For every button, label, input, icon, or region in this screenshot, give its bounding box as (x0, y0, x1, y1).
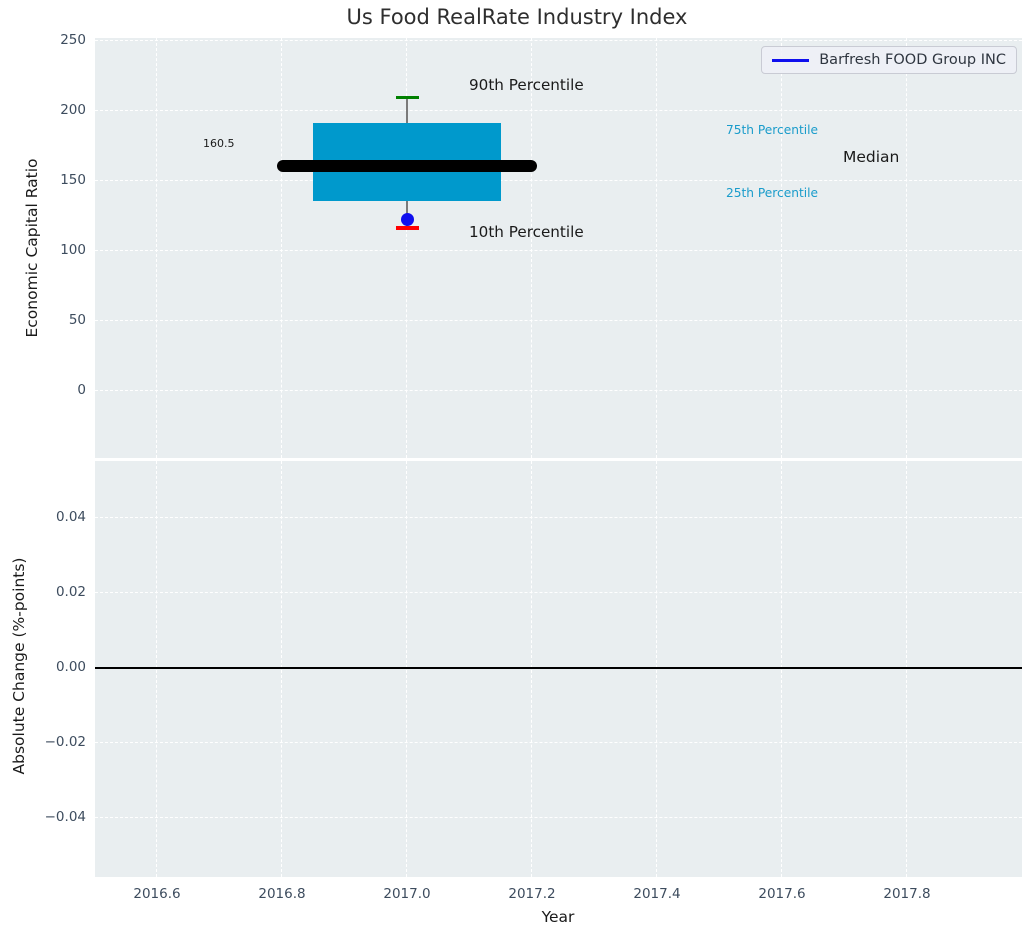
gridline-vertical (156, 38, 157, 458)
gridline-vertical (906, 38, 907, 458)
legend-label: Barfresh FOOD Group INC (819, 52, 1006, 68)
company-point-marker (400, 213, 414, 227)
x-tick-label: 2017.8 (883, 886, 931, 902)
annotation-25th-percentile: 25th Percentile (726, 186, 819, 200)
gridline-horizontal (95, 40, 1022, 41)
top-y-axis-label: Economic Capital Ratio (23, 158, 41, 338)
gridline-horizontal (95, 319, 1022, 321)
bottom-plot-area (95, 461, 1022, 877)
zero-line (95, 667, 1022, 669)
annotation-75th-percentile: 75th Percentile (726, 123, 819, 137)
x-tick-label: 2017.6 (758, 886, 806, 902)
gridline-vertical (406, 461, 407, 877)
y-tick-label: 0.04 (55, 509, 86, 525)
annotation-median: Median (843, 148, 900, 166)
gridline-vertical (281, 38, 282, 458)
y-tick-label: 150 (60, 171, 86, 188)
gridline-horizontal (95, 389, 1022, 391)
gridline-horizontal (95, 179, 1022, 181)
y-tick-label: 250 (60, 32, 86, 48)
top-plot-area: 90th Percentile 75th Percentile Median 2… (95, 38, 1022, 458)
p90-cap (395, 95, 419, 100)
x-axis-label: Year (541, 908, 575, 926)
annotation-median-value: 160.5 (203, 137, 235, 150)
chart-title: Us Food RealRate Industry Index (346, 5, 688, 29)
gridline-vertical (906, 461, 907, 877)
legend-line-sample (772, 58, 810, 62)
gridline-vertical (656, 38, 657, 458)
annotation-90th-percentile: 90th Percentile (469, 76, 584, 94)
gridline-vertical (531, 461, 532, 877)
x-tick-label: 2016.6 (133, 886, 181, 902)
bottom-y-axis-label: Absolute Change (%-points) (10, 557, 28, 775)
y-tick-label: 50 (68, 311, 86, 328)
y-tick-label: −0.02 (44, 734, 86, 750)
gridline-horizontal (95, 249, 1022, 251)
x-tick-label: 2017.2 (508, 886, 556, 902)
gridline-vertical (406, 38, 407, 458)
y-tick-label: 0 (77, 381, 86, 398)
x-tick-label: 2016.8 (258, 886, 306, 902)
gridline-horizontal (95, 592, 1022, 593)
legend: Barfresh FOOD Group INC (761, 46, 1017, 74)
gridline-vertical (281, 461, 282, 877)
y-tick-label: 200 (60, 101, 86, 118)
gridline-vertical (531, 38, 532, 458)
gridline-horizontal (95, 517, 1022, 518)
gridline-horizontal (95, 817, 1022, 818)
y-tick-label: 0.00 (55, 659, 86, 675)
gridline-vertical (656, 461, 657, 877)
p10-cap (395, 225, 419, 230)
gridline-horizontal (95, 742, 1022, 743)
y-tick-label: 100 (60, 241, 86, 258)
annotation-10th-percentile: 10th Percentile (469, 223, 584, 241)
gridline-horizontal (95, 109, 1022, 111)
x-tick-label: 2017.4 (633, 886, 681, 902)
y-tick-label: −0.04 (44, 809, 86, 825)
gridline-vertical (781, 461, 782, 877)
y-tick-label: 0.02 (55, 584, 86, 600)
median-line (277, 160, 537, 173)
gridline-vertical (156, 461, 157, 877)
gridline-vertical (781, 38, 782, 458)
x-tick-label: 2017.0 (383, 886, 431, 902)
